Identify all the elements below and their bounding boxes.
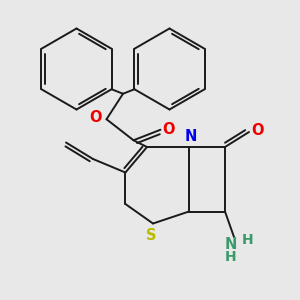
Text: O: O — [90, 110, 102, 125]
Text: N: N — [184, 129, 197, 144]
Text: S: S — [146, 228, 157, 243]
Text: H: H — [242, 233, 253, 247]
Text: O: O — [251, 123, 264, 138]
Text: H: H — [225, 250, 237, 264]
Text: O: O — [163, 122, 175, 137]
Text: N: N — [225, 237, 237, 252]
